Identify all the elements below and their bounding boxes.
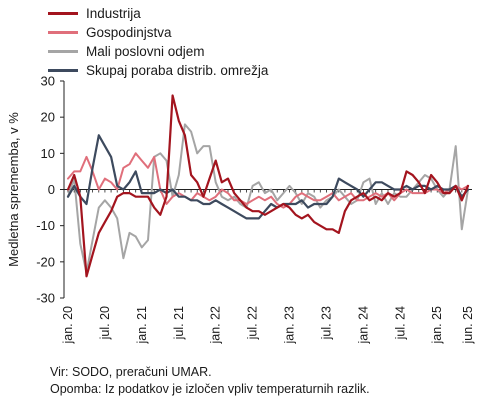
x-tick-label: jan. 24 [356,306,370,345]
x-tick-label: jul. 21 [172,306,186,340]
y-tick-label: 20 [41,110,55,125]
remark-note: Opomba: Iz podatkov je izločen vpliv tem… [50,382,370,396]
y-tick-label: 10 [41,146,55,161]
legend-swatch-gospodinjstva [48,31,78,34]
legend-item-gospodinjstva: Gospodinjstva [48,23,268,42]
x-tick-label: jan. 25 [430,306,444,345]
x-tick-label: jul. 20 [98,306,112,340]
y-tick-label: -10 [36,218,55,233]
series-line-mali-poslovni-odjem [67,123,469,274]
series-line-industrija [66,94,470,278]
legend-swatch-industrija [48,12,78,15]
y-tick-label: -20 [36,254,55,269]
source-note: Vir: SODO, preračuni UMAR. [50,365,212,379]
legend-item-mali-poslovni-odjem: Mali poslovni odjem [48,42,268,61]
x-tick-label: jun. 25 [461,306,475,345]
legend-swatch-skupaj-poraba [48,69,78,72]
x-tick-label: jan. 20 [61,306,75,345]
x-tick-label: jan. 23 [283,306,297,345]
y-tick-label: 30 [41,74,55,89]
chart-notes: Vir: SODO, preračuni UMAR. Opomba: Iz po… [50,364,370,398]
x-tick-label: jul. 22 [246,306,260,340]
y-tick-label: -30 [36,291,55,306]
x-tick-label: jan. 22 [209,306,223,345]
x-tick-label: jul. 23 [319,306,333,340]
plot-area: -30 -20 -10 0 10 20 30 Medletna sprememba, v % j… [6,74,475,345]
legend: Industrija Gospodinjstva Mali poslovni o… [48,4,268,80]
legend-label-mali-poslovni-odjem: Mali poslovni odjem [86,44,205,59]
x-tick-label: jan. 21 [135,306,149,345]
y-tick-label: 0 [48,182,55,197]
legend-swatch-mali-poslovni-odjem [48,50,78,53]
series-line-gospodinjstva [67,152,469,209]
series-line-skupaj-poraba-distrib-omre-ja [66,134,470,220]
legend-label-skupaj-poraba: Skupaj poraba distrib. omrežja [86,63,269,78]
legend-label-industrija: Industrija [86,6,141,21]
x-tick-label: jul. 24 [393,306,407,340]
legend-item-skupaj-poraba: Skupaj poraba distrib. omrežja [48,61,268,80]
legend-item-industrija: Industrija [48,4,268,23]
y-axis-title: Medletna sprememba, v % [6,112,21,267]
legend-label-gospodinjstva: Gospodinjstva [86,25,172,40]
